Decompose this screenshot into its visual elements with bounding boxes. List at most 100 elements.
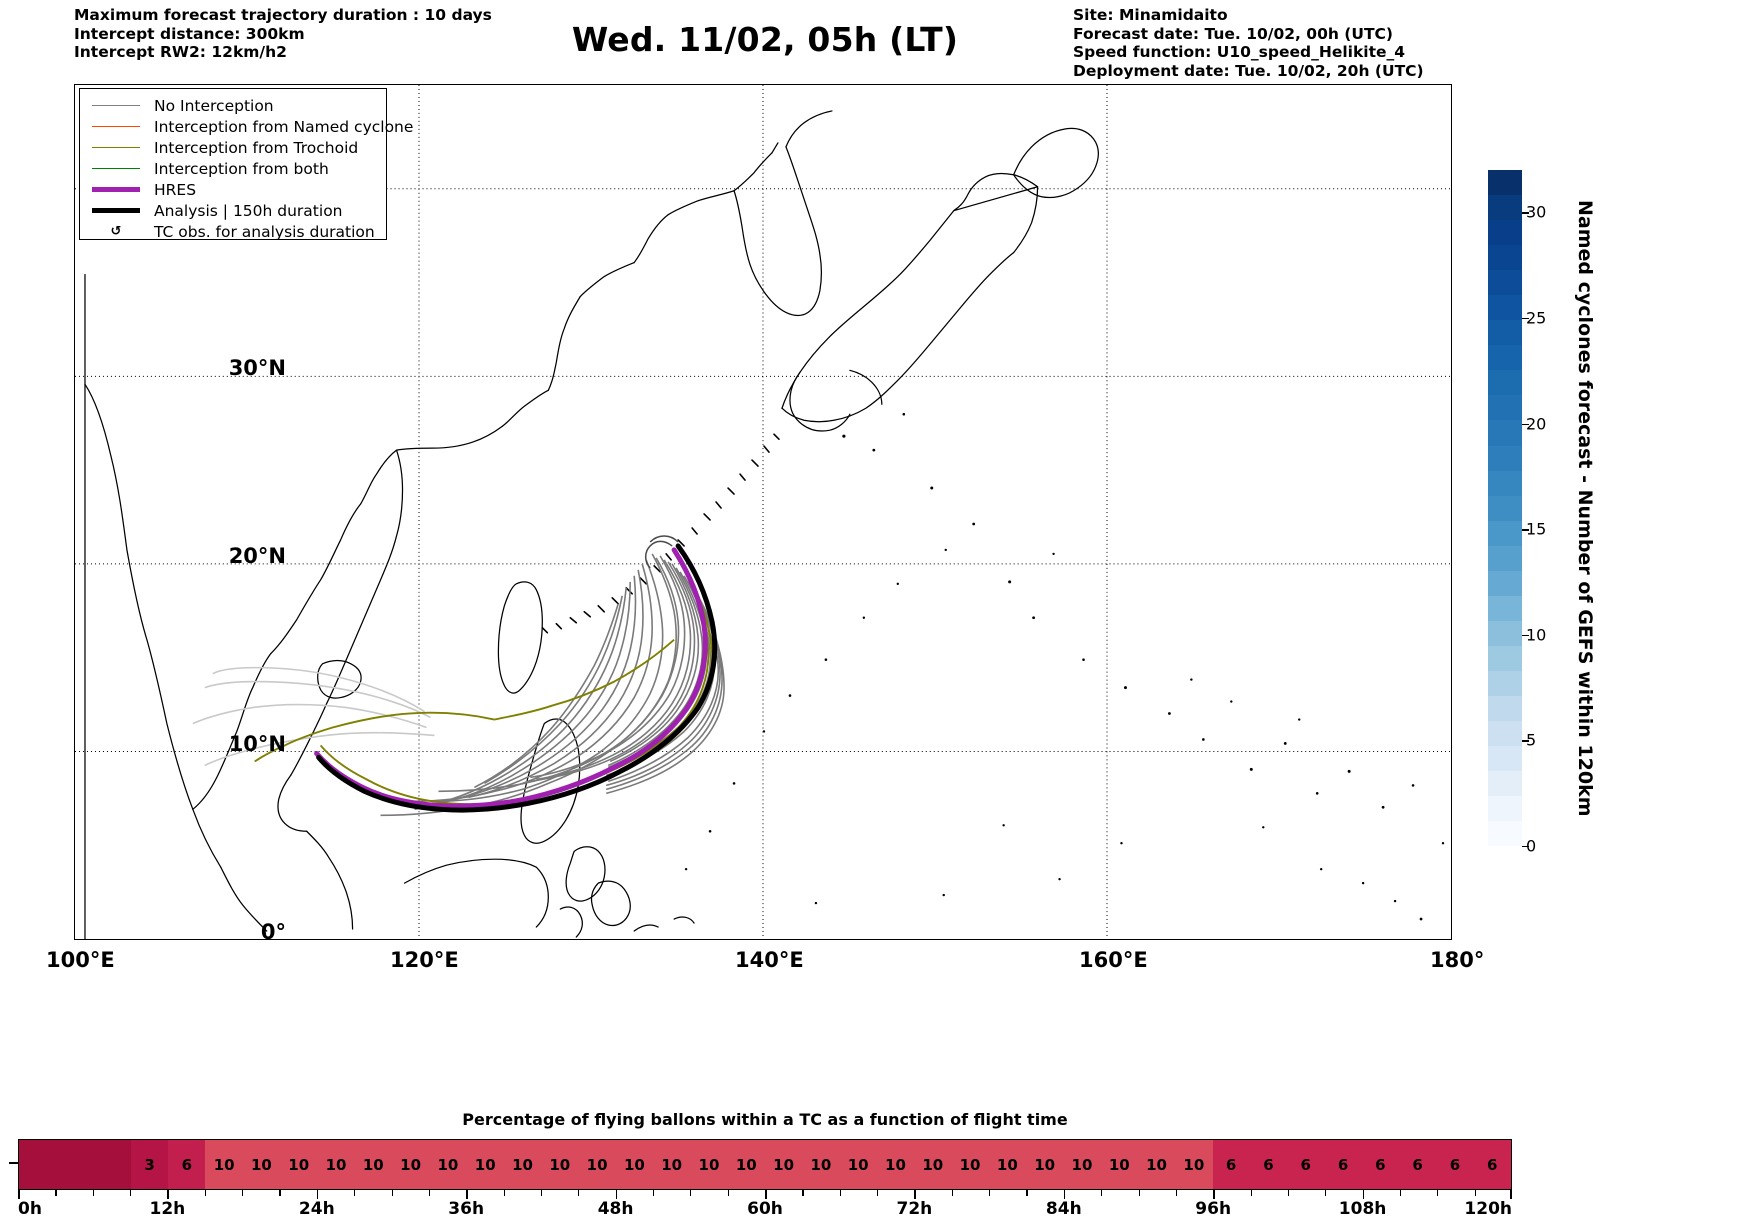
- percentage-cell-28[interactable]: 10: [1137, 1140, 1176, 1189]
- percentage-cell-7[interactable]: 10: [354, 1140, 392, 1189]
- trajectory-no-interception: [380, 553, 725, 817]
- percentage-axis-minor-tick: [1175, 1190, 1178, 1196]
- trajectory-launch-knot: [644, 535, 679, 569]
- percentage-cell-22[interactable]: 10: [914, 1140, 952, 1189]
- percentage-cell-37[interactable]: 6: [1473, 1140, 1511, 1189]
- legend-color-line: [92, 187, 140, 192]
- percentage-axis-minor-tick: [540, 1190, 543, 1196]
- legend-item-label: Interception from both: [154, 159, 329, 178]
- map-xtick-160E: 160°E: [1079, 948, 1148, 972]
- colorbar-tickmark-20: [1522, 423, 1529, 425]
- percentage-cell-23[interactable]: 10: [951, 1140, 989, 1189]
- page-title: Wed. 11/02, 05h (LT): [571, 20, 959, 59]
- percentage-cell-8[interactable]: 10: [391, 1140, 430, 1189]
- percentage-axis-tick-84: [1063, 1190, 1066, 1199]
- percentage-axis-minor-tick: [428, 1190, 431, 1196]
- percentage-cell-0[interactable]: [19, 1140, 131, 1189]
- percentage-axis-minor-tick: [989, 1190, 991, 1196]
- percentage-cell-31[interactable]: 6: [1249, 1140, 1288, 1189]
- colorbar-step-21: [1488, 295, 1522, 321]
- percentage-cell-12[interactable]: 10: [541, 1140, 579, 1189]
- percentage-cell-33[interactable]: 6: [1324, 1140, 1362, 1189]
- header-right-info: Site: Minamidaito Forecast date: Tue. 10…: [1073, 6, 1424, 80]
- percentage-cell-13[interactable]: 10: [578, 1140, 616, 1189]
- percentage-cell-26[interactable]: 10: [1063, 1140, 1101, 1189]
- percentage-cell-1[interactable]: 3: [130, 1140, 169, 1189]
- colorbar-ticklabel-20: 20: [1526, 414, 1547, 433]
- map-ytick-10N: 10°N: [228, 732, 286, 756]
- legend-item-3[interactable]: Interception from both: [88, 158, 378, 179]
- percentage-axis-label-96: 96h: [1195, 1199, 1232, 1219]
- percentage-cell-3[interactable]: 10: [205, 1140, 243, 1189]
- legend-item-1[interactable]: Interception from Named cyclone: [88, 116, 413, 137]
- percentage-cell-36[interactable]: 6: [1436, 1140, 1474, 1189]
- percentage-cell-17[interactable]: 10: [727, 1140, 765, 1189]
- map-ytick-20N: 20°N: [228, 544, 286, 568]
- percentage-bar[interactable]: 3 6 10 10 10 10 10 10 10 10 10 10 10 10 10 10 10 10 10 10 10…: [18, 1139, 1512, 1190]
- trajectory-no-interception-faint: [192, 666, 435, 767]
- percentage-axis-minor-tick: [690, 1190, 692, 1196]
- colorbar[interactable]: 0 5 10 15 20 25 30: [1488, 170, 1546, 856]
- percentage-cell-10[interactable]: 10: [466, 1140, 504, 1189]
- percentage-cell-34[interactable]: 6: [1361, 1140, 1399, 1189]
- percentage-axis-minor-tick: [1437, 1190, 1439, 1196]
- percentage-cell-35[interactable]: 6: [1398, 1140, 1437, 1189]
- legend-item-2[interactable]: Interception from Trochoid: [88, 137, 378, 158]
- map-legend[interactable]: No Interception Interception from Named c…: [79, 88, 413, 242]
- colorbar-ticklabel-15: 15: [1526, 519, 1547, 539]
- colorbar-step-16: [1488, 420, 1522, 446]
- colorbar-step-24: [1488, 220, 1522, 246]
- legend-line-swatch: [88, 208, 144, 213]
- percentage-cell-9[interactable]: 10: [429, 1140, 467, 1189]
- percentage-cell-4[interactable]: 10: [242, 1140, 281, 1189]
- percentage-cell-16[interactable]: 10: [690, 1140, 728, 1189]
- percentage-axis-minor-tick: [1287, 1190, 1290, 1196]
- percentage-axis-minor-tick: [1474, 1190, 1476, 1196]
- percentage-cell-32[interactable]: 6: [1287, 1140, 1325, 1189]
- map-xtick-140E: 140°E: [735, 948, 804, 972]
- percentage-cell-29[interactable]: 10: [1175, 1140, 1213, 1189]
- legend-item-6[interactable]: ↺ TC obs. for analysis duration: [88, 221, 378, 242]
- percentage-cell-30[interactable]: 6: [1212, 1140, 1250, 1189]
- percentage-axis-minor-tick: [1399, 1190, 1402, 1196]
- percentage-axis-label-0: 0h: [18, 1199, 42, 1219]
- percentage-cell-15[interactable]: 10: [653, 1140, 691, 1189]
- colorbar-tickmark-25: [1522, 317, 1529, 320]
- percentage-cell-21[interactable]: 10: [876, 1140, 915, 1189]
- percentage-axis-label-108: 108h: [1338, 1199, 1387, 1219]
- percentage-cell-11[interactable]: 10: [503, 1140, 542, 1189]
- percentage-axis-label-48: 48h: [597, 1199, 634, 1219]
- trajectory-hres: [314, 547, 708, 809]
- colorbar-step-6: [1488, 670, 1522, 696]
- legend-item-0[interactable]: No Interception: [88, 95, 378, 116]
- percentage-axis-tick-72: [914, 1190, 916, 1199]
- percentage-cell-2[interactable]: 6: [168, 1140, 206, 1189]
- colorbar-step-17: [1488, 395, 1522, 421]
- percentage-cell-24[interactable]: 10: [988, 1140, 1027, 1189]
- percentage-axis-minor-tick: [242, 1190, 244, 1196]
- legend-color-line: [92, 146, 140, 149]
- percentage-cell-5[interactable]: 10: [280, 1140, 318, 1189]
- colorbar-step-19: [1488, 345, 1522, 371]
- colorbar-tickmark-0: [1522, 846, 1529, 848]
- percentage-cell-6[interactable]: 10: [317, 1140, 355, 1189]
- percentage-cell-27[interactable]: 10: [1100, 1140, 1138, 1189]
- colorbar-ticklabel-25: 25: [1526, 308, 1547, 328]
- percentage-axis-minor-tick: [652, 1190, 655, 1196]
- percentage-cell-18[interactable]: 10: [764, 1140, 803, 1189]
- percentage-cell-25[interactable]: 10: [1026, 1140, 1064, 1189]
- percentage-axis-label-12: 12h: [149, 1199, 186, 1219]
- percentage-cell-14[interactable]: 10: [615, 1140, 654, 1189]
- legend-line-swatch: [88, 167, 144, 170]
- legend-item-4[interactable]: HRES: [88, 179, 378, 200]
- percentage-cell-20[interactable]: 10: [839, 1140, 877, 1189]
- percentage-axis-minor-tick: [92, 1190, 94, 1196]
- colorbar-step-10: [1488, 570, 1522, 596]
- legend-item-5[interactable]: Analysis | 150h duration: [88, 200, 378, 221]
- percentage-axis-minor-tick: [727, 1190, 729, 1196]
- percentage-cell-19[interactable]: 10: [802, 1140, 840, 1189]
- colorbar-ticklabel-10: 10: [1526, 625, 1547, 645]
- legend-color-line: [92, 167, 140, 170]
- colorbar-gradient: [1488, 170, 1522, 846]
- legend-line-swatch: [88, 104, 144, 107]
